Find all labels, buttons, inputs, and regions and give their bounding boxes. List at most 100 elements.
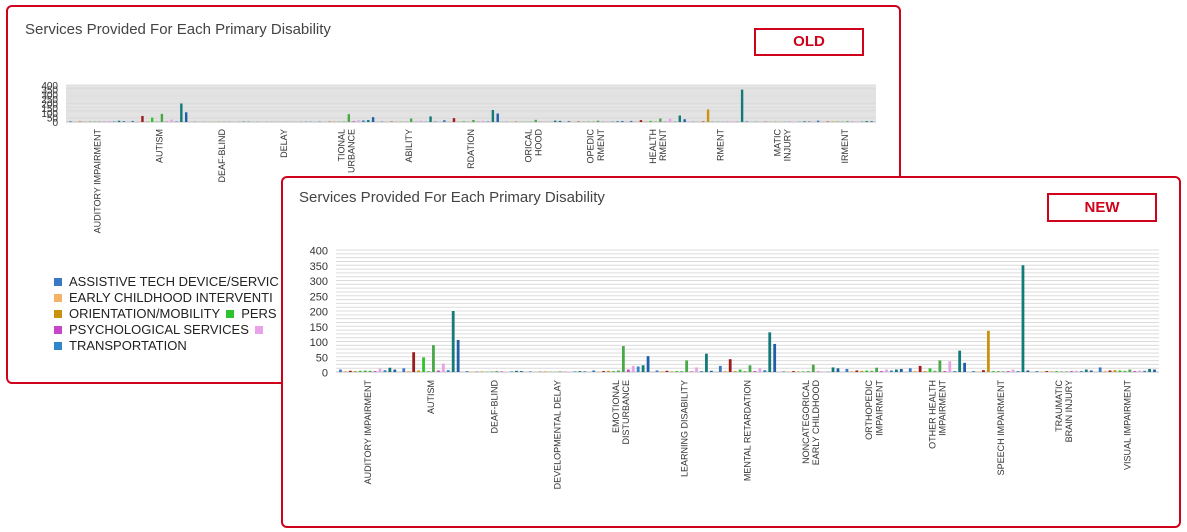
bar xyxy=(631,365,635,372)
x-category-label-line: MATIC xyxy=(773,129,783,157)
legend-item[interactable] xyxy=(254,322,270,338)
x-category-label-line: HEALTH xyxy=(648,129,658,164)
category-group xyxy=(592,346,650,372)
bar xyxy=(510,371,513,372)
bar xyxy=(646,356,650,372)
x-category-label: HEALTHRMENT xyxy=(648,129,668,164)
bar xyxy=(112,121,116,122)
x-category-label: NONCATEGORICALEARLY CHILDHOOD xyxy=(801,380,821,466)
x-category-label-line: SPEECH IMPAIRMENT xyxy=(996,379,1006,475)
x-category-label-line: IRMENT xyxy=(840,129,850,164)
bar xyxy=(660,371,664,372)
bar xyxy=(592,370,596,372)
y-tick-label: 50 xyxy=(47,113,59,124)
bar xyxy=(748,365,752,372)
x-category-label: AUTISM xyxy=(426,380,436,414)
legend-swatch xyxy=(226,309,235,318)
bar xyxy=(806,371,810,372)
bar xyxy=(69,121,72,122)
x-category-label-line: INJURY xyxy=(783,129,793,161)
bar xyxy=(958,350,962,372)
bar xyxy=(495,371,499,372)
category-group xyxy=(1035,369,1093,372)
bar xyxy=(1113,370,1117,372)
bar xyxy=(731,121,734,122)
legend-swatch xyxy=(54,325,62,334)
x-category-label: SPEECH IMPAIRMENT xyxy=(996,379,1006,475)
y-tick-label: 400 xyxy=(310,246,328,258)
legend-label: ASSISTIVE TECH DEVICE/SERVIC xyxy=(69,274,279,289)
bar xyxy=(938,360,942,372)
bar xyxy=(1128,369,1132,372)
bar xyxy=(175,121,178,122)
bar xyxy=(797,371,800,372)
bar xyxy=(991,371,995,372)
bar xyxy=(1118,370,1122,372)
bar xyxy=(452,118,456,122)
old-chart-title: Services Provided For Each Primary Disab… xyxy=(25,21,331,38)
bar xyxy=(709,370,713,372)
x-category-label: DEVELOPMENTAL DELAY xyxy=(553,380,563,489)
legend-swatch xyxy=(54,293,62,302)
legend-row: ORIENTATION/MOBILITY PERS xyxy=(54,306,285,322)
category-group xyxy=(465,370,523,372)
bar xyxy=(108,120,111,122)
bar xyxy=(543,371,547,372)
legend-item[interactable]: PERS xyxy=(226,306,277,322)
x-category-label-line: HOOD xyxy=(534,128,544,156)
bar xyxy=(616,121,619,122)
x-category-label-line: RMENT xyxy=(596,129,606,161)
x-category-label-line: RMENT xyxy=(715,129,725,161)
bar xyxy=(702,121,705,122)
bar xyxy=(402,368,406,372)
legend-item[interactable]: TRANSPORTATION xyxy=(54,338,187,354)
x-category-label-line: AUDITORY IMPAIRMENT xyxy=(363,380,373,485)
bar xyxy=(996,371,1000,372)
legend-label: PERS xyxy=(241,306,277,321)
category-group xyxy=(505,119,562,122)
x-category-label-line: TRAUMATIC xyxy=(1054,380,1064,432)
bar xyxy=(491,109,495,122)
bar xyxy=(655,370,659,372)
y-tick-label: 250 xyxy=(41,95,58,106)
bar xyxy=(636,366,640,372)
x-category-label-line: DELAY xyxy=(279,129,289,158)
bar xyxy=(606,121,609,122)
bar xyxy=(583,371,587,372)
bar xyxy=(117,120,121,122)
bar xyxy=(870,121,873,122)
bar xyxy=(718,365,722,372)
x-category-label-line: AUTISM xyxy=(155,129,165,163)
legend-row: EARLY CHILDHOOD INTERVENTI xyxy=(54,290,285,306)
bar xyxy=(733,371,737,372)
bar xyxy=(567,121,571,123)
bar xyxy=(753,371,757,372)
bar xyxy=(865,370,869,372)
bar xyxy=(700,371,703,372)
bar xyxy=(1070,371,1073,372)
bar xyxy=(348,370,352,372)
bar xyxy=(626,369,630,372)
new-chart-title: Services Provided For Each Primary Disab… xyxy=(299,189,605,206)
y-tick-label: 400 xyxy=(41,81,58,92)
bar xyxy=(131,120,134,122)
category-group xyxy=(339,367,397,372)
bar xyxy=(908,368,912,372)
legend-row: TRANSPORTATION xyxy=(54,338,285,354)
category-group xyxy=(1098,367,1156,373)
x-category-label-line: OPEDIC xyxy=(586,129,596,164)
legend-item[interactable]: PSYCHOLOGICAL SERVICES xyxy=(54,322,249,338)
legend-item[interactable]: ASSISTIVE TECH DEVICE/SERVIC xyxy=(54,274,279,290)
bar xyxy=(758,368,762,372)
legend-label: EARLY CHILDHOOD INTERVENTI xyxy=(69,290,273,305)
legend-item[interactable]: EARLY CHILDHOOD INTERVENTI xyxy=(54,290,273,306)
bar xyxy=(1006,371,1010,372)
legend-item[interactable]: ORIENTATION/MOBILITY xyxy=(54,306,220,322)
bar xyxy=(339,369,342,372)
y-tick-label: 100 xyxy=(41,109,58,120)
bar xyxy=(184,112,188,122)
bar xyxy=(953,371,957,372)
bar xyxy=(427,371,430,372)
bar xyxy=(1103,370,1107,372)
bar xyxy=(1148,368,1151,372)
